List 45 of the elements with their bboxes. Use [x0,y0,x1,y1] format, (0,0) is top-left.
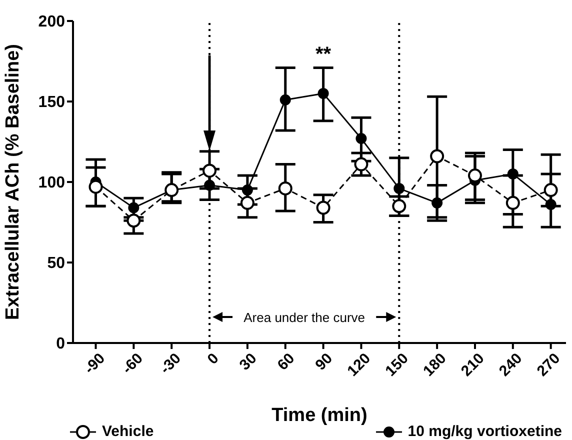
point [432,197,443,208]
x-tick-label: -30 [156,350,184,378]
point [126,214,141,228]
legend-label: Vehicle [102,423,154,440]
x-tick-label: -90 [81,350,108,378]
x-tick-label: 90 [312,350,336,374]
point [506,196,520,210]
point [280,94,291,106]
x-tick-label: 210 [458,350,488,380]
y-tick-label: 100 [38,174,66,192]
point [202,164,217,178]
y-tick-label: 200 [38,14,66,31]
x-tick-label: 60 [274,350,298,374]
point [242,184,253,196]
x-tick-label: 30 [236,350,260,374]
x-tick-label: -60 [119,350,146,378]
legend-label: 10 mg/kg vortioxetine [408,423,562,440]
y-tick-label: 0 [56,336,66,353]
x-tick-label: 150 [382,350,412,380]
x-tick-label: 0 [204,350,222,368]
point [204,180,216,191]
x-tick-label: 120 [344,350,374,380]
point [392,199,406,214]
y-axis-title: Extracellular ACh (% Baseline) [2,44,24,320]
point [318,88,329,99]
point [316,200,330,215]
annotation: Area under the curve [244,310,366,325]
point [394,182,405,194]
y-tick-label: 150 [38,94,66,112]
point [240,196,254,210]
point [88,180,103,194]
point [128,202,140,214]
point [430,149,444,164]
point [545,199,556,210]
x-tick-label: 270 [534,350,564,380]
point [356,133,367,144]
x-tick-label: 240 [496,350,526,380]
point [278,181,292,196]
annotation: ** [316,43,332,66]
x-axis-title: Time (min) [272,405,368,426]
point [507,168,518,180]
y-tick-label: 50 [47,255,66,272]
point [354,157,368,172]
x-tick-label: 180 [420,350,450,380]
point [544,183,558,198]
